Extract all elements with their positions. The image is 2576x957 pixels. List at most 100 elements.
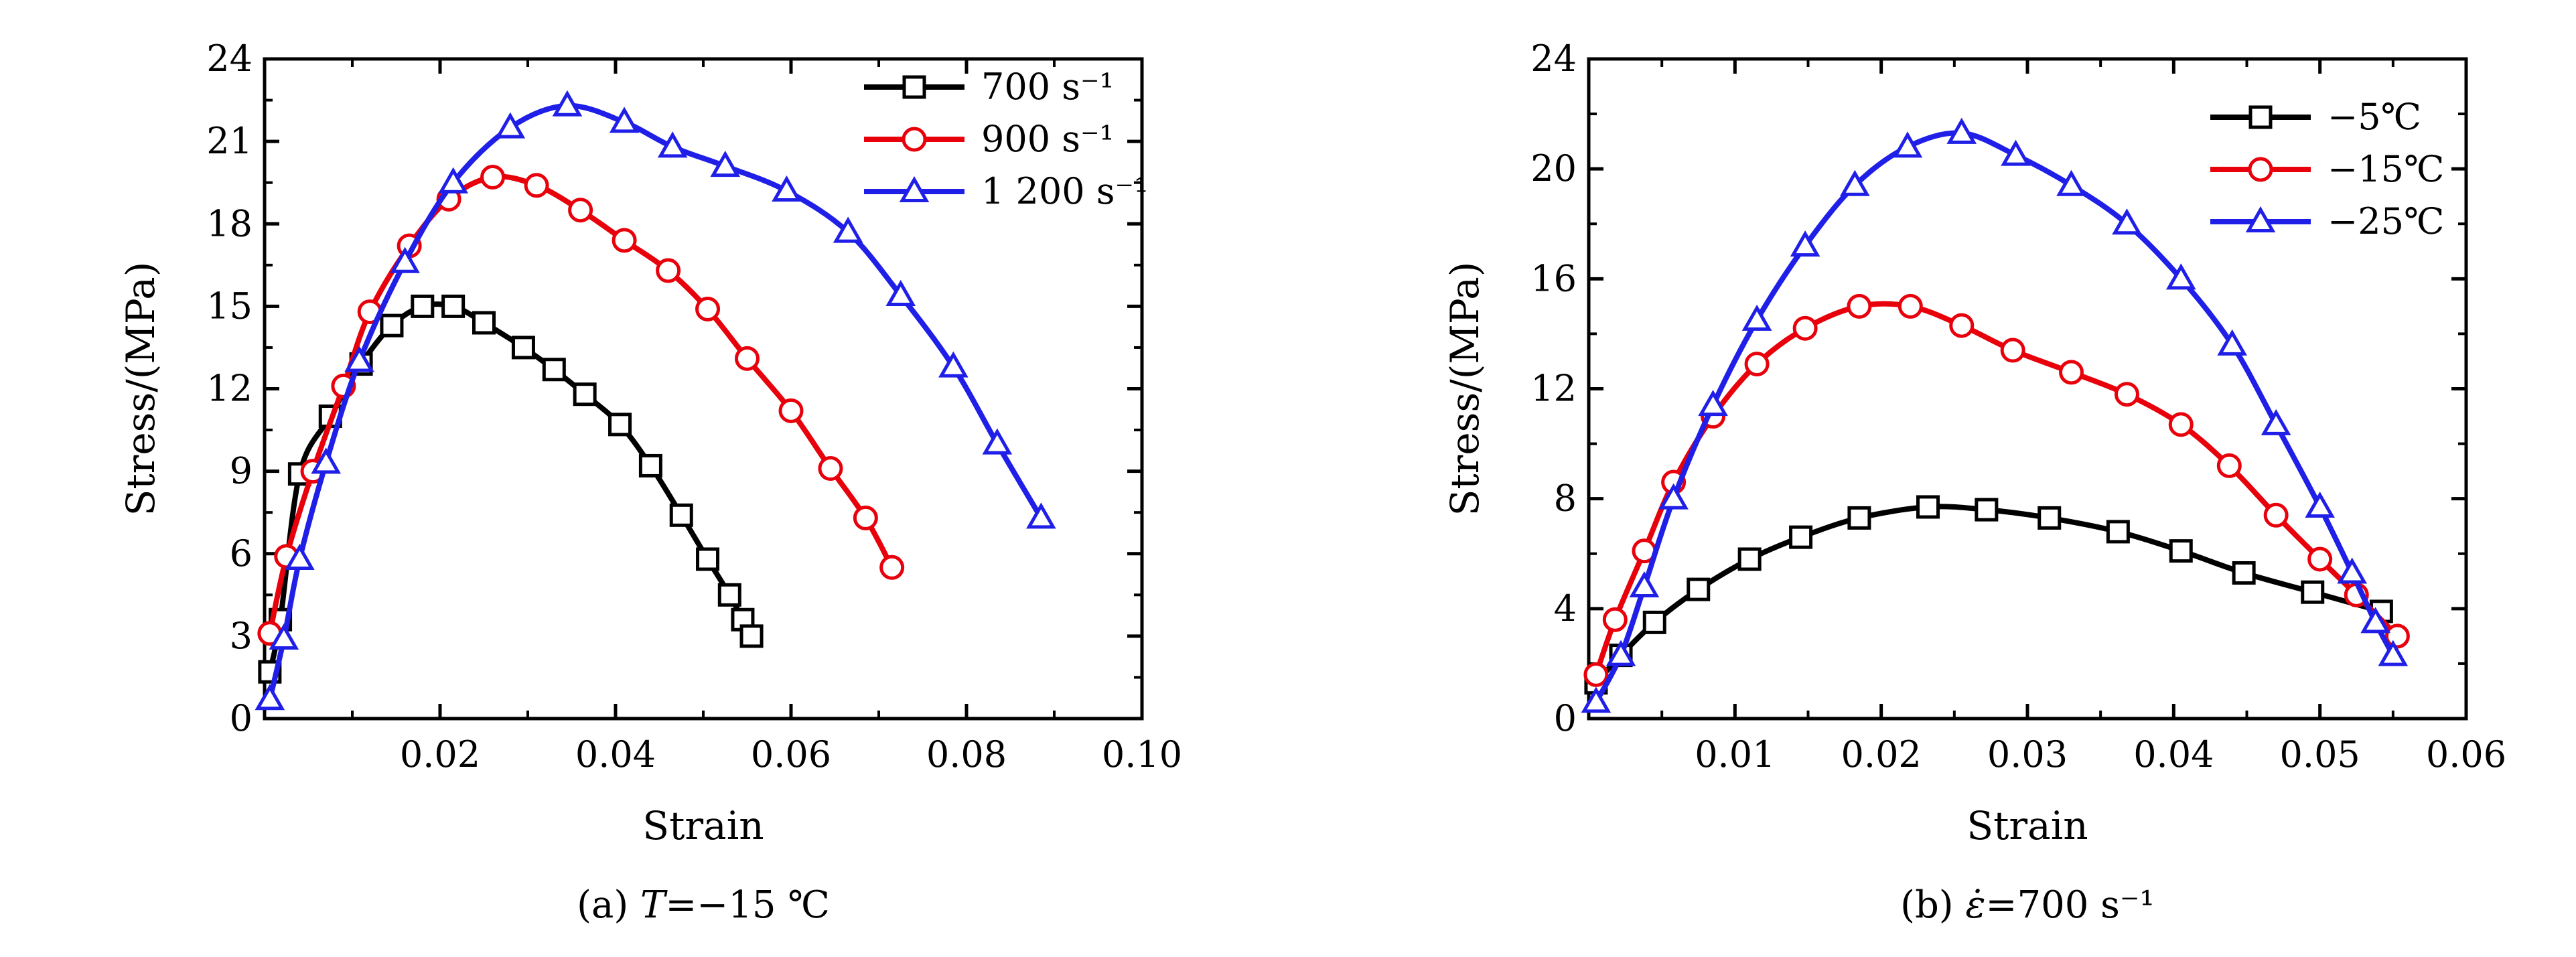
- legend-label: −25℃: [2328, 200, 2444, 242]
- y-tick-label: 0: [1554, 697, 1577, 739]
- data-point: [608, 413, 632, 437]
- series-line: [1593, 504, 2384, 686]
- data-point: [853, 505, 878, 530]
- data-point: [1744, 352, 1770, 377]
- series-triangle: [1581, 117, 2409, 713]
- caption-symbol: T: [640, 883, 668, 927]
- series-square: [258, 294, 764, 684]
- y-axis-label: Stress/(MPa): [118, 262, 163, 516]
- data-point: [2114, 382, 2139, 407]
- series-line: [267, 102, 1044, 703]
- x-tick-label: 0.04: [575, 733, 656, 776]
- x-tick-label: 0.06: [751, 733, 831, 776]
- data-point: [1847, 293, 1872, 319]
- data-point: [344, 346, 374, 372]
- y-tick-label: 24: [206, 38, 253, 80]
- series-circle: [1583, 293, 2410, 687]
- x-tick-label: 0.02: [1841, 733, 1922, 776]
- data-point: [1898, 293, 1923, 319]
- caption-symbol: ε̇: [1965, 883, 1985, 927]
- y-tick-label: 3: [230, 615, 253, 657]
- series-line: [1593, 130, 2396, 705]
- data-point: [1687, 577, 1711, 601]
- data-point: [2217, 329, 2247, 356]
- data-point: [255, 684, 285, 711]
- data-point: [2360, 607, 2390, 634]
- data-point: [1741, 304, 1772, 331]
- data-point: [390, 246, 420, 273]
- x-tick-label: 0.04: [2133, 733, 2214, 776]
- y-tick-label: 24: [1530, 38, 1577, 80]
- data-point: [2216, 453, 2242, 478]
- data-point: [2301, 580, 2325, 604]
- x-tick-label: 0.06: [2426, 733, 2506, 776]
- legend-entry: 700 s⁻¹: [864, 66, 1114, 108]
- legend-entry: −25℃: [2210, 200, 2444, 242]
- data-point: [1975, 498, 1999, 522]
- data-point: [1642, 610, 1666, 634]
- data-point: [542, 358, 566, 382]
- data-point: [2000, 338, 2025, 363]
- data-point: [1892, 131, 1923, 158]
- data-point: [511, 336, 535, 360]
- data-point: [885, 279, 916, 306]
- x-tick-label: 0.10: [1102, 733, 1182, 776]
- y-axis-label: Stress/(MPa): [1442, 262, 1488, 516]
- data-point: [1605, 640, 1636, 666]
- caption-rest: =−15 ℃: [665, 883, 830, 927]
- data-point: [1916, 495, 1940, 519]
- data-point: [2232, 561, 2256, 585]
- data-point: [1792, 315, 1818, 341]
- legend-marker: [2248, 157, 2273, 182]
- data-point: [710, 151, 741, 177]
- y-tick-label: 16: [1530, 257, 1577, 299]
- y-tick-label: 8: [1554, 477, 1577, 520]
- data-point: [982, 428, 1013, 455]
- data-point: [1737, 547, 1762, 571]
- legend-entry: 1 200 s⁻¹: [864, 170, 1149, 212]
- series-line: [1593, 301, 2401, 678]
- legend-label: 1 200 s⁻¹: [981, 170, 1149, 212]
- data-point: [438, 167, 468, 194]
- data-point: [695, 296, 721, 321]
- y-tick-label: 21: [206, 120, 253, 162]
- data-point: [778, 398, 804, 423]
- data-point: [2112, 208, 2142, 235]
- data-point: [524, 173, 549, 198]
- data-point: [772, 175, 802, 202]
- caption-prefix: (b): [1900, 883, 1965, 927]
- data-point: [612, 228, 637, 253]
- caption-rest: =700 s⁻¹: [1986, 883, 2155, 927]
- data-point: [472, 311, 496, 335]
- data-point: [573, 382, 597, 407]
- x-axis-label: Strain: [642, 803, 764, 849]
- data-point: [2037, 506, 2062, 530]
- data-point: [2307, 546, 2333, 572]
- data-point: [2378, 640, 2409, 666]
- series-line: [267, 301, 754, 675]
- data-point: [495, 112, 526, 139]
- y-tick-label: 0: [230, 697, 253, 739]
- data-point: [568, 198, 593, 223]
- data-point: [1698, 390, 1728, 417]
- data-point: [269, 623, 299, 650]
- x-tick-label: 0.05: [2280, 733, 2360, 776]
- data-point: [669, 503, 693, 527]
- data-point: [879, 555, 905, 580]
- data-point: [833, 216, 863, 243]
- data-point: [380, 313, 404, 338]
- data-point: [2168, 412, 2194, 437]
- legend-label: 700 s⁻¹: [981, 66, 1114, 108]
- data-point: [1658, 483, 1689, 510]
- x-tick-label: 0.08: [926, 733, 1007, 776]
- y-tick-label: 12: [206, 368, 253, 410]
- data-point: [638, 453, 662, 477]
- data-point: [739, 624, 764, 648]
- data-point: [1789, 525, 1813, 549]
- data-point: [818, 456, 843, 482]
- legend-entry: 900 s⁻¹: [864, 118, 1114, 160]
- data-point: [1026, 502, 1056, 529]
- caption-prefix: (a): [577, 883, 640, 927]
- y-tick-label: 15: [206, 285, 253, 327]
